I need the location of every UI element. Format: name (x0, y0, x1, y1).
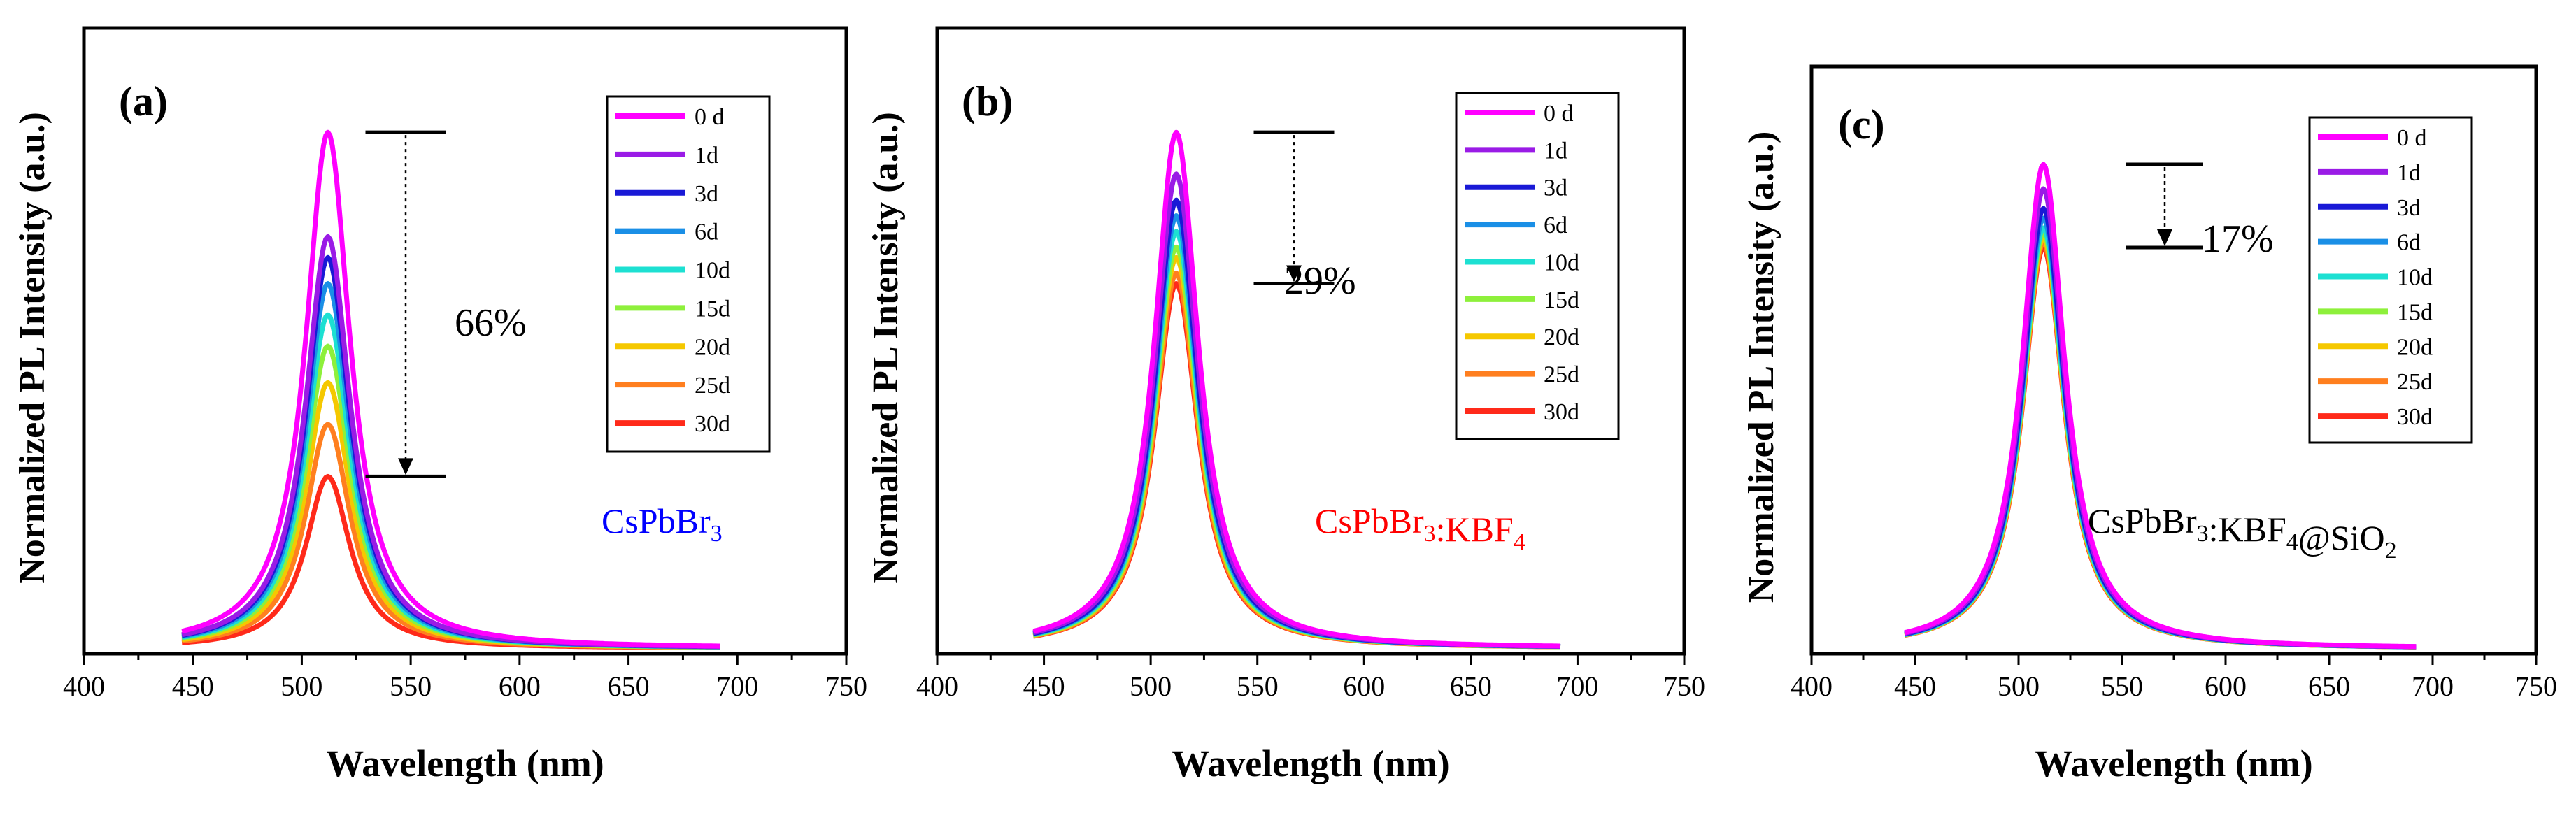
legend-label: 3d (695, 181, 718, 207)
decay-annotation: 17% (2126, 162, 2274, 261)
chart-panel-1: 400 450 500 550 600 650 700 750 Wavelength (nm) N… (13, 26, 867, 784)
decay-annotation: 66% (365, 130, 527, 478)
x-tick-label: 450 (172, 670, 214, 702)
annotation-arrowhead (1286, 265, 1302, 282)
legend-label: 1d (695, 143, 718, 168)
legend-label: 20d (1544, 324, 1579, 350)
decay-percent: 17% (2202, 217, 2274, 261)
legend-label: 0 d (1544, 101, 1574, 127)
x-tick-label: 650 (608, 670, 650, 702)
legend-label: 10d (695, 258, 730, 284)
x-axis-title: Wavelength (nm) (2035, 742, 2313, 784)
decay-percent: 66% (455, 301, 527, 345)
y-axis-title: Normalized PL Intensity (a.u.) (13, 112, 52, 584)
legend-label: 10d (1544, 250, 1579, 275)
x-tick-label: 400 (63, 670, 105, 702)
legend-label: 20d (2397, 334, 2433, 360)
sample-label: CsPbBr3:KBF4 (1315, 501, 1525, 555)
legend-label: 30d (2397, 404, 2433, 430)
panel-label: (b) (962, 78, 1013, 124)
x-tick-label: 700 (2412, 670, 2454, 702)
legend-label: 30d (1544, 399, 1579, 425)
legend-label: 3d (2397, 195, 2421, 221)
legend-label: 6d (2397, 230, 2421, 256)
legend-label: 0 d (2397, 125, 2427, 151)
x-tick-label: 650 (1450, 670, 1492, 702)
legend-label: 25d (2397, 369, 2433, 395)
x-tick-label: 650 (2308, 670, 2350, 702)
legend-label: 0 d (695, 104, 725, 130)
x-tick-label: 500 (280, 670, 322, 702)
legend-frame (2308, 116, 2473, 444)
decay-annotation: 29% (1253, 130, 1356, 303)
legend-frame (606, 95, 771, 453)
x-tick-label: 600 (1343, 670, 1385, 702)
sample-label: CsPbBr3 (602, 501, 723, 547)
series-group (1032, 129, 1561, 650)
legend-label: 15d (2397, 299, 2433, 325)
y-axis-title: Normalized PL Intensity (a.u.) (1742, 131, 1781, 603)
x-tick-label: 600 (2205, 670, 2247, 702)
legend-label: 10d (2397, 265, 2433, 291)
panel-label: (a) (119, 78, 168, 124)
series-line-0d (1032, 129, 1561, 649)
panel-label: (c) (1838, 101, 1885, 148)
legend-frame (1455, 92, 1620, 440)
legend-label: 3d (1544, 175, 1567, 201)
legend-label: 15d (695, 296, 730, 322)
x-tick-label: 450 (1023, 670, 1065, 702)
legend-label: 1d (1544, 138, 1567, 164)
series-group (181, 129, 720, 650)
sample-label: CsPbBr3:KBF4@SiO2 (2088, 501, 2397, 564)
x-axis-title: Wavelength (nm) (326, 742, 604, 784)
x-tick-label: 750 (1663, 670, 1705, 702)
x-axis-title: Wavelength (nm) (1172, 742, 1450, 784)
series-line-0d (1904, 162, 2417, 650)
legend-label: 20d (695, 334, 730, 360)
series-line-0d (181, 129, 720, 649)
legend-label: 25d (695, 373, 730, 399)
chart-panel-2: 400 450 500 550 600 650 700 750 Wavelength (nm) N… (866, 26, 1705, 784)
series-group (1904, 162, 2417, 650)
legend: 0 d 1d 3d 6d 10d 15d 20d 25d 30d (1455, 92, 1620, 440)
x-tick-label: 700 (716, 670, 758, 702)
x-tick-label: 450 (1894, 670, 1936, 702)
x-tick-label: 400 (916, 670, 958, 702)
legend-label: 1d (2397, 160, 2421, 186)
legend: 0 d 1d 3d 6d 10d 15d 20d 25d 30d (2308, 116, 2473, 444)
x-tick-label: 600 (499, 670, 541, 702)
legend-label: 6d (1544, 213, 1567, 238)
legend: 0 d 1d 3d 6d 10d 15d 20d 25d 30d (606, 95, 771, 453)
x-tick-label: 550 (2101, 670, 2143, 702)
annotation-arrowhead (398, 458, 413, 475)
x-tick-label: 750 (825, 670, 867, 702)
annotation-arrowhead (2157, 229, 2172, 246)
x-tick-label: 700 (1556, 670, 1598, 702)
chart-panel-3: 400 450 500 550 600 650 700 750 Wavelength (nm) N… (1742, 64, 2557, 784)
y-axis-title: Normalized PL Intensity (a.u.) (866, 112, 906, 584)
x-tick-label: 500 (1998, 670, 2040, 702)
legend-label: 30d (695, 411, 730, 437)
legend-label: 6d (695, 220, 718, 245)
legend-label: 25d (1544, 362, 1579, 388)
x-tick-label: 750 (2515, 670, 2557, 702)
x-tick-label: 550 (1237, 670, 1279, 702)
x-tick-label: 550 (390, 670, 432, 702)
x-tick-label: 400 (1791, 670, 1833, 702)
legend-label: 15d (1544, 287, 1579, 313)
decay-percent: 29% (1284, 259, 1356, 303)
x-tick-label: 500 (1130, 670, 1172, 702)
